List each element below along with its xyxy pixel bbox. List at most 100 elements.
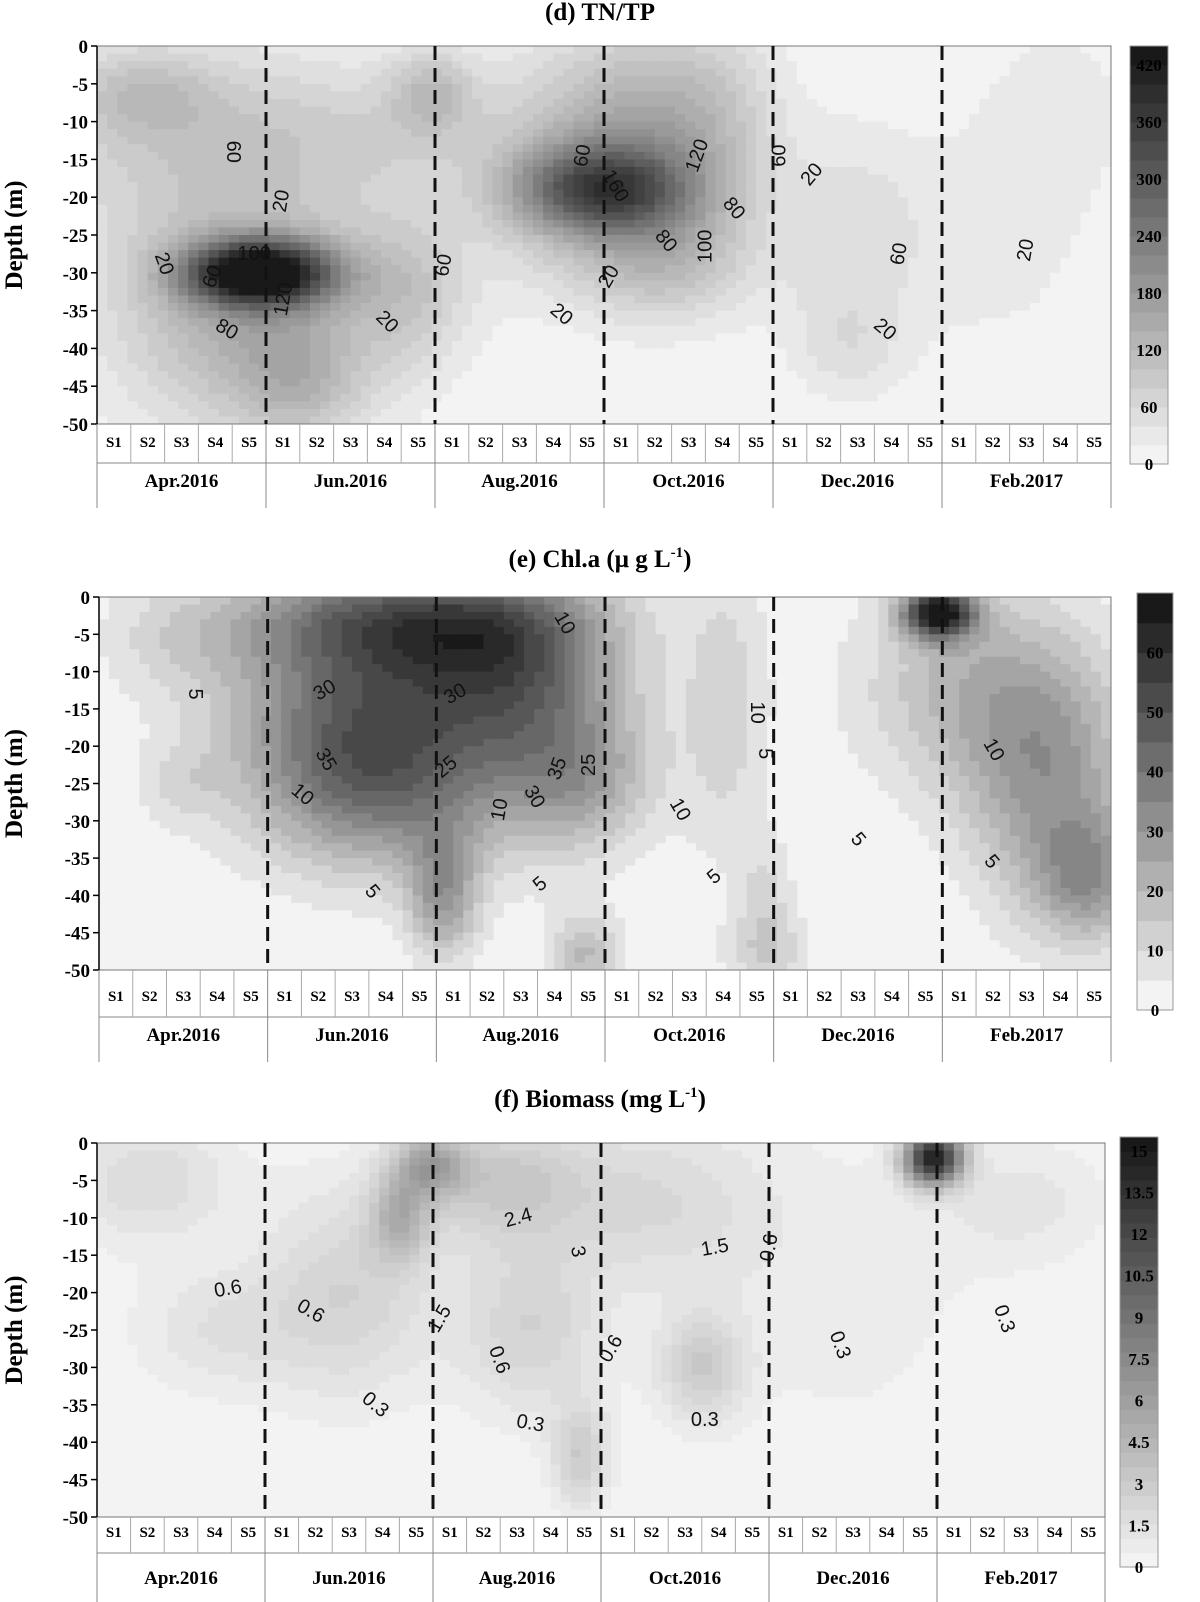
heatmap-cell: [644, 159, 656, 168]
heatmap-cell: [167, 98, 179, 108]
heatmap-cell: [543, 219, 554, 229]
heatmap-cell: [299, 227, 311, 236]
heatmap-cell: [441, 250, 453, 259]
heatmap-cell: [928, 416, 940, 424]
heatmap-cell: [573, 46, 585, 55]
heatmap-cell: [380, 363, 392, 372]
heatmap-cell: [299, 401, 311, 410]
heatmap-cell: [583, 340, 595, 349]
heatmap-cell: [735, 295, 747, 304]
heatmap-cell: [573, 340, 585, 349]
heatmap-cell: [289, 212, 301, 221]
heatmap-cell: [147, 378, 159, 387]
heatmap-cell: [533, 318, 544, 327]
heatmap-cell: [898, 189, 909, 198]
heatmap-cell: [1100, 250, 1111, 259]
heatmap-cell: [786, 318, 798, 327]
heatmap-cell: [421, 136, 433, 145]
heatmap-cell: [644, 98, 656, 108]
heatmap-cell: [1090, 272, 1102, 281]
heatmap-cell: [512, 280, 524, 289]
heatmap-cell: [1100, 151, 1111, 160]
heatmap-cell: [685, 371, 696, 380]
heatmap-cell: [1070, 355, 1082, 365]
heatmap-cell: [979, 204, 990, 213]
heatmap-cell: [563, 91, 575, 100]
heatmap-cell: [380, 393, 392, 402]
heatmap-cell: [604, 287, 615, 297]
heatmap-cell: [472, 83, 483, 92]
heatmap-cell: [583, 318, 595, 327]
heatmap-cell: [482, 257, 494, 266]
heatmap-cell: [827, 136, 838, 145]
heatmap-cell: [776, 408, 788, 418]
heatmap-cell: [533, 159, 544, 168]
heatmap-cell: [857, 204, 869, 213]
heatmap-cell: [492, 303, 504, 312]
heatmap-cell: [167, 91, 179, 100]
heatmap-cell: [695, 159, 706, 168]
heatmap-cell: [462, 348, 473, 357]
heatmap-cell: [431, 310, 443, 319]
heatmap-cell: [583, 401, 595, 410]
heatmap-cell: [958, 98, 970, 108]
heatmap-cell: [441, 295, 453, 304]
heatmap-cell: [1090, 340, 1102, 349]
heatmap-cell: [228, 197, 240, 206]
heatmap-cell: [462, 272, 473, 281]
heatmap-cell: [756, 242, 767, 251]
heatmap-cell: [908, 106, 919, 115]
heatmap-cell: [756, 197, 767, 206]
heatmap-cell: [979, 144, 990, 153]
heatmap-cell: [847, 333, 859, 342]
heatmap-cell: [1100, 295, 1111, 304]
heatmap-cell: [989, 318, 1001, 327]
heatmap-cell: [705, 250, 717, 259]
heatmap-cell: [969, 212, 980, 221]
heatmap-cell: [127, 378, 139, 387]
heatmap-cell: [249, 91, 260, 100]
heatmap-cell: [948, 250, 960, 259]
heatmap-cell: [269, 235, 281, 244]
heatmap-cell: [593, 265, 605, 274]
heatmap-cell: [340, 219, 352, 229]
heatmap-cell: [938, 348, 950, 357]
heatmap-cell: [492, 91, 504, 100]
heatmap-cell: [908, 393, 919, 402]
heatmap-cell: [451, 408, 463, 418]
heatmap-cell: [188, 363, 199, 372]
heatmap-cell: [157, 250, 169, 259]
heatmap-cell: [218, 114, 230, 123]
heatmap-cell: [97, 129, 108, 138]
heatmap-cell: [127, 280, 139, 289]
heatmap-cell: [725, 197, 737, 206]
heatmap-cell: [857, 235, 869, 244]
heatmap-cell: [898, 174, 909, 183]
heatmap-cell: [107, 348, 118, 357]
heatmap-cell: [289, 159, 301, 168]
heatmap-cell: [938, 393, 950, 402]
heatmap-cell: [340, 159, 352, 168]
heatmap-cell: [299, 68, 311, 77]
heatmap-cell: [1070, 227, 1082, 236]
heatmap-cell: [745, 295, 757, 304]
heatmap-cell: [451, 159, 463, 168]
heatmap-cell: [847, 212, 859, 221]
heatmap-cell: [958, 386, 970, 395]
heatmap-cell: [1009, 144, 1021, 153]
heatmap-cell: [1080, 166, 1092, 176]
heatmap-cell: [350, 61, 362, 70]
heatmap-cell: [462, 189, 473, 198]
heatmap-cell: [147, 303, 159, 312]
heatmap-cell: [350, 136, 362, 145]
heatmap-cell: [674, 106, 686, 115]
heatmap-cell: [857, 114, 869, 123]
heatmap-cell: [796, 106, 808, 115]
heatmap-cell: [97, 197, 108, 206]
heatmap-cell: [1040, 53, 1051, 62]
heatmap-cell: [1019, 371, 1031, 380]
heatmap-cell: [431, 91, 443, 100]
heatmap-cell: [685, 159, 696, 168]
heatmap-cell: [522, 408, 534, 418]
heatmap-cell: [269, 189, 281, 198]
